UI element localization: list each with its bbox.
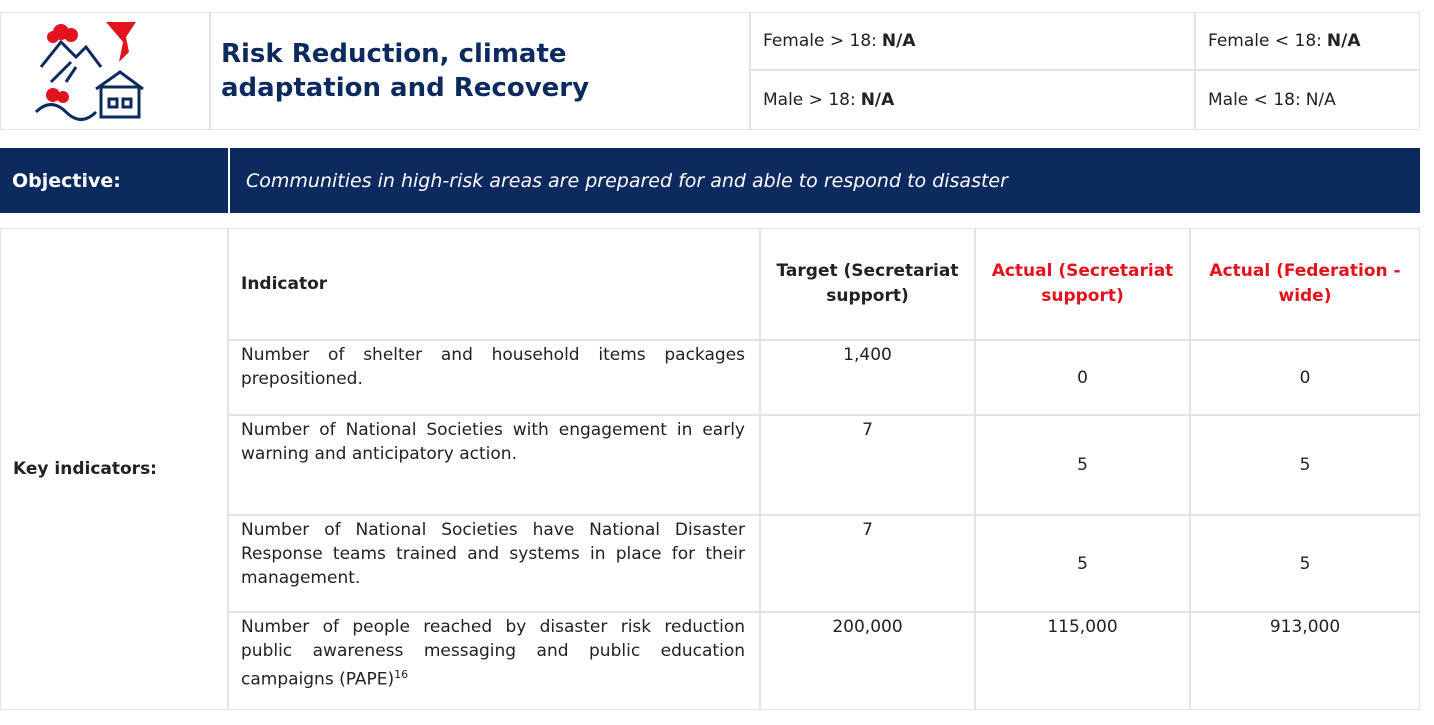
value-cell: 0 [1190,340,1420,415]
indicator-text: Number of people reached by disaster ris… [241,617,745,690]
objective-text: Communities in high-risk areas are prepa… [230,148,1420,213]
value-cell: 5 [1190,415,1420,515]
demographic-cell: Female > 18: N/A [750,12,1195,70]
indicator-cell: Number of National Societies have Nation… [228,515,760,612]
value-cell: 0 [975,340,1190,415]
value-cell: 5 [975,415,1190,515]
indicator-text: Number of National Societies with engage… [241,420,745,464]
section-title: Risk Reduction, climate adaptation and R… [210,12,750,130]
indicator-cell: Number of shelter and household items pa… [228,340,760,415]
value-cell: 115,000 [975,612,1190,710]
column-header: Target (Secretariat support) [760,228,975,340]
demographic-cell: Male < 18: N/A [1195,70,1420,130]
indicator-text: Number of National Societies have Nation… [241,520,745,588]
value-cell: 7 [760,515,975,612]
value-cell: 913,000 [1190,612,1420,710]
indicator-cell: Number of National Societies with engage… [228,415,760,515]
demographic-value: N/A [860,90,895,110]
demographic-value: N/A [1305,90,1336,110]
value-cell: 5 [975,515,1190,612]
demographic-cell: Female < 18: N/A [1195,12,1420,70]
value-cell: 1,400 [760,340,975,415]
column-header: Indicator [228,228,760,340]
title-text: Risk Reduction, climate adaptation and R… [221,39,590,103]
icon-cell [0,12,210,130]
hazard-icon [34,22,144,121]
demographic-label: Male > 18: [763,90,856,110]
demographic-value: N/A [1326,31,1361,51]
column-header: Actual (Federation - wide) [1190,228,1420,340]
footnote-ref: 16 [394,668,409,681]
key-indicators-label: Key indicators: [0,228,228,710]
column-header: Actual (Secretariat support) [975,228,1190,340]
value-cell: 5 [1190,515,1420,612]
demographic-label: Female < 18: [1208,31,1322,51]
indicator-text: Number of shelter and household items pa… [241,345,745,389]
value-cell: 200,000 [760,612,975,710]
indicator-cell: Number of people reached by disaster ris… [228,612,760,710]
value-cell: 7 [760,415,975,515]
demographic-label: Female > 18: [763,31,877,51]
objective-label: Objective: [0,148,228,213]
demographic-value: N/A [881,31,916,51]
demographic-cell: Male > 18: N/A [750,70,1195,130]
demographic-label: Male < 18: [1208,90,1301,110]
